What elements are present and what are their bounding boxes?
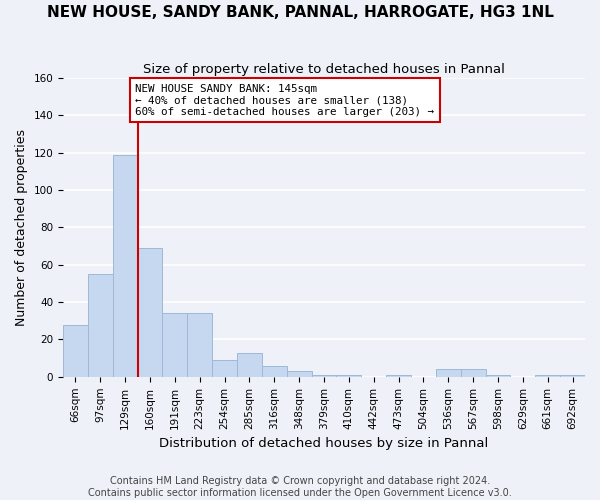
X-axis label: Distribution of detached houses by size in Pannal: Distribution of detached houses by size …: [160, 437, 488, 450]
Bar: [436, 370, 461, 377]
Bar: [287, 371, 311, 377]
Bar: [262, 366, 287, 377]
Bar: [535, 375, 560, 377]
Bar: [163, 314, 187, 377]
Bar: [485, 375, 511, 377]
Bar: [386, 375, 411, 377]
Bar: [212, 360, 237, 377]
Bar: [237, 352, 262, 377]
Bar: [63, 324, 88, 377]
Y-axis label: Number of detached properties: Number of detached properties: [15, 129, 28, 326]
Bar: [88, 274, 113, 377]
Bar: [137, 248, 163, 377]
Bar: [187, 314, 212, 377]
Bar: [461, 370, 485, 377]
Bar: [311, 375, 337, 377]
Text: NEW HOUSE, SANDY BANK, PANNAL, HARROGATE, HG3 1NL: NEW HOUSE, SANDY BANK, PANNAL, HARROGATE…: [47, 5, 553, 20]
Bar: [113, 154, 137, 377]
Bar: [337, 375, 361, 377]
Text: NEW HOUSE SANDY BANK: 145sqm
← 40% of detached houses are smaller (138)
60% of s: NEW HOUSE SANDY BANK: 145sqm ← 40% of de…: [135, 84, 434, 117]
Title: Size of property relative to detached houses in Pannal: Size of property relative to detached ho…: [143, 62, 505, 76]
Bar: [560, 375, 585, 377]
Text: Contains HM Land Registry data © Crown copyright and database right 2024.
Contai: Contains HM Land Registry data © Crown c…: [88, 476, 512, 498]
